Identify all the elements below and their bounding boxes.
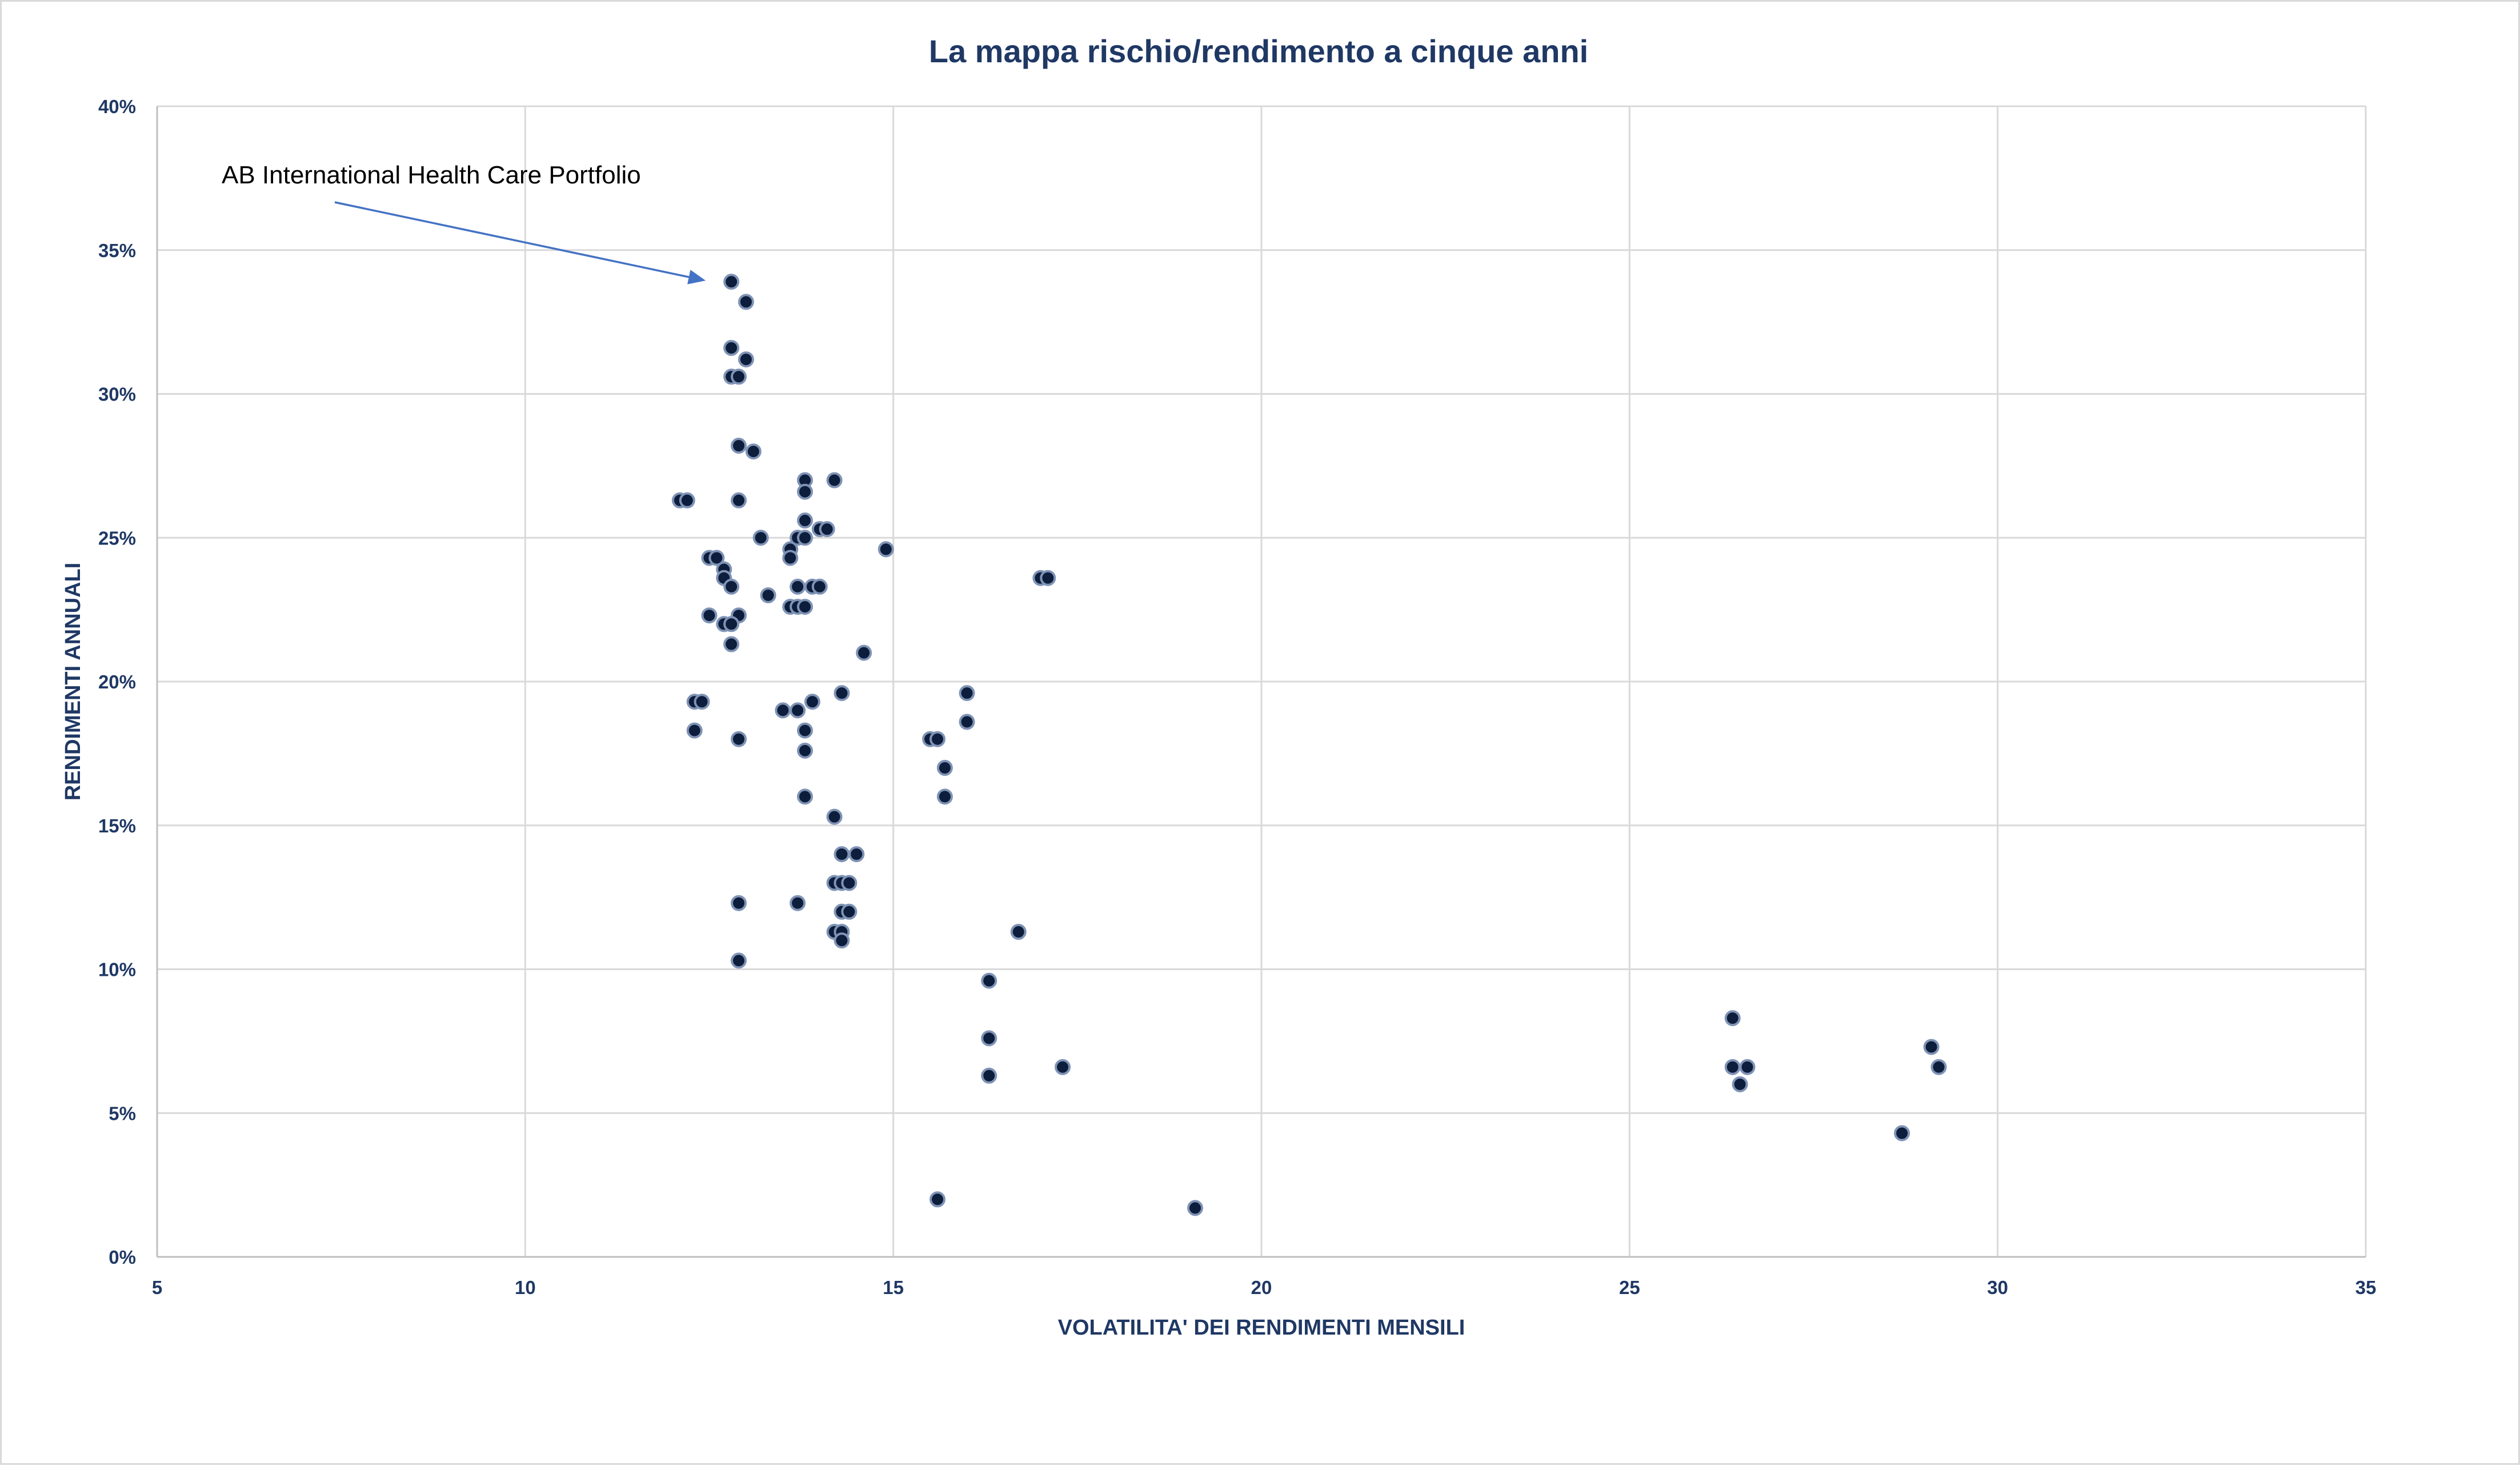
data-point [791, 580, 804, 594]
y-tick-label: 5% [109, 1103, 136, 1124]
data-point [754, 531, 768, 544]
data-point [798, 531, 812, 544]
data-point [1932, 1060, 1946, 1074]
data-point [835, 847, 848, 861]
data-point [739, 295, 753, 309]
annotation-label: AB International Health Care Portfolio [222, 161, 641, 189]
data-point [842, 905, 856, 919]
x-tick-label: 15 [883, 1277, 904, 1298]
data-point [798, 744, 812, 758]
y-tick-label: 25% [98, 527, 136, 548]
data-point [724, 580, 738, 594]
x-tick-label: 35 [2355, 1277, 2377, 1298]
data-points [673, 275, 1946, 1215]
tick-labels: 5 10 15 20 25 30 35 0% 5% 10% 15% 20% 25% 30% 35% 40% [98, 96, 2376, 1298]
y-tick-label: 15% [98, 815, 136, 836]
data-point [813, 580, 827, 594]
data-point [857, 646, 871, 660]
annotation-arrow [335, 202, 689, 277]
y-tick-label: 10% [98, 959, 136, 980]
data-point [960, 715, 974, 728]
data-point [798, 790, 812, 803]
data-point [732, 370, 746, 383]
data-point [732, 896, 746, 910]
data-point [820, 522, 834, 536]
y-tick-label: 0% [109, 1247, 136, 1268]
data-point [791, 896, 804, 910]
data-point [783, 551, 797, 564]
data-point [791, 703, 804, 717]
data-point [680, 494, 694, 507]
data-point [732, 954, 746, 967]
data-point [1895, 1126, 1909, 1140]
data-point [798, 485, 812, 499]
data-point [1726, 1060, 1740, 1074]
data-point [703, 608, 716, 622]
data-point [724, 638, 738, 651]
data-point [739, 353, 753, 366]
y-tick-label: 30% [98, 384, 136, 405]
y-tick-label: 20% [98, 671, 136, 692]
data-point [931, 1192, 944, 1206]
data-point [798, 514, 812, 527]
data-point [776, 703, 790, 717]
data-point [982, 1069, 996, 1083]
data-point [1726, 1011, 1740, 1025]
x-tick-label: 10 [515, 1277, 536, 1298]
data-point [842, 876, 856, 890]
data-point [1012, 925, 1025, 939]
annotation-arrow-head [687, 270, 706, 284]
gridlines [157, 106, 2366, 1257]
data-point [982, 1031, 996, 1045]
data-point [835, 934, 848, 947]
data-point [835, 686, 848, 700]
data-point [695, 695, 709, 708]
data-point [850, 847, 863, 861]
data-point [960, 686, 974, 700]
data-point [732, 439, 746, 452]
data-point [806, 695, 819, 708]
annotation: AB International Health Care Portfolio [222, 161, 706, 285]
x-tick-label: 5 [152, 1277, 162, 1298]
y-tick-label: 40% [98, 96, 136, 117]
data-point [798, 724, 812, 738]
x-axis-title: VOLATILITA' DEI RENDIMENTI MENSILI [1058, 1316, 1465, 1340]
data-point [724, 617, 738, 631]
data-point [732, 732, 746, 746]
data-point [762, 588, 775, 602]
data-point [747, 444, 760, 458]
y-tick-label: 35% [98, 240, 136, 261]
data-point [1741, 1060, 1754, 1074]
data-point [724, 341, 738, 355]
chart-title: La mappa rischio/rendimento a cinque ann… [929, 33, 1588, 69]
x-tick-label: 30 [1987, 1277, 2008, 1298]
data-point [1733, 1078, 1747, 1091]
data-point [1041, 571, 1055, 585]
data-point [938, 761, 952, 775]
data-point [688, 724, 702, 738]
data-point [931, 732, 944, 746]
data-point [828, 474, 842, 487]
data-point [724, 275, 738, 289]
data-point [879, 542, 893, 556]
data-point [1056, 1060, 1069, 1074]
data-point [1925, 1040, 1938, 1054]
x-tick-label: 25 [1619, 1277, 1640, 1298]
data-point [938, 790, 952, 803]
x-tick-label: 20 [1251, 1277, 1272, 1298]
data-point [732, 494, 746, 507]
data-point [982, 974, 996, 988]
data-point [1188, 1201, 1202, 1215]
data-point [828, 810, 842, 824]
y-axis-title: RENDIMENTI ANNUALI [61, 563, 85, 801]
data-point [798, 600, 812, 614]
